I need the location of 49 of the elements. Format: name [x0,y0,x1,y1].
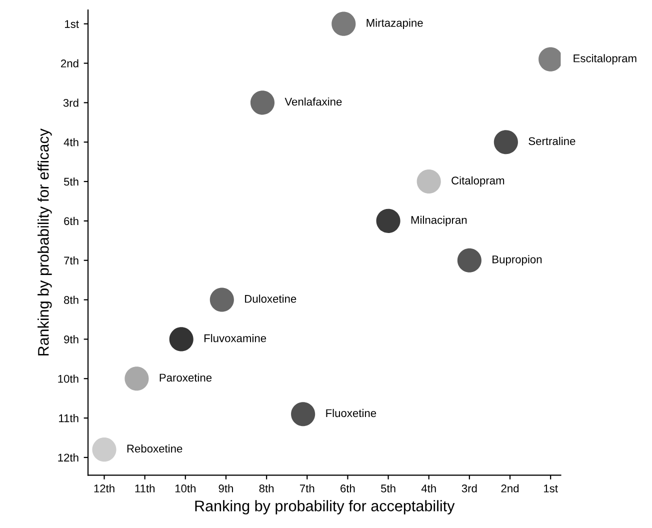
x-tick-label: 7th [300,484,314,492]
y-tick-label: 3rd [63,98,78,107]
annotation: Venlafaxine [284,97,342,106]
y-tick-label: 9th [64,335,78,344]
x-tick-label: 11th [135,484,155,492]
point [169,327,194,352]
annotation: Reboxetine [127,444,182,453]
annotation: Fluvoxamine [204,334,266,342]
annotation: Milnacipran [411,216,467,226]
y-tick-label: 6th [64,216,78,226]
y-tick-label: 2nd [61,59,78,68]
point [92,438,116,462]
x-tick-label: 10th [175,484,196,492]
annotation: Mirtazapine [366,18,423,30]
y-tick-label: 1st [65,20,79,28]
x-tick-label: 4th [421,484,436,492]
point [332,12,356,36]
x-tick-label: 1st [544,484,558,492]
point [494,130,518,154]
point [457,248,482,272]
x-tick-label: 12th [94,484,114,492]
y-tick-label: 7th [64,256,78,264]
y-tick-label: 8th [64,296,78,304]
point [124,366,149,391]
y-axis-title: Ranking by probability for efficacy [38,128,52,356]
annotation: Fluoxetine [326,408,376,418]
point [250,90,275,115]
point [291,402,316,426]
y-tick-label: 11th [59,414,78,422]
y-tick-label: 4th [64,138,78,146]
x-tick-label: 6th [340,484,355,492]
y-tick-label: 12th [58,453,78,462]
point [416,169,441,194]
annotation: Paroxetine [160,373,212,382]
point [210,288,234,312]
annotation: Duloxetine [245,294,296,303]
annotation: Citalopram [452,176,504,187]
annotation: Sertraline [528,136,576,146]
x-tick-label: 2nd [501,484,519,492]
point [376,208,400,233]
x-tick-label: 3rd [462,484,477,492]
x-axis-title: Ranking by probability for acceptability [195,500,455,514]
annotation: Bupropion [492,255,542,266]
x-tick-label: 9th [218,484,233,492]
annotation: Escitalopram [574,54,636,64]
x-tick-label: 5th [381,484,396,492]
x-tick-label: 8th [259,484,274,492]
y-tick-label: 10th [58,374,78,383]
y-tick-label: 5th [64,177,78,186]
